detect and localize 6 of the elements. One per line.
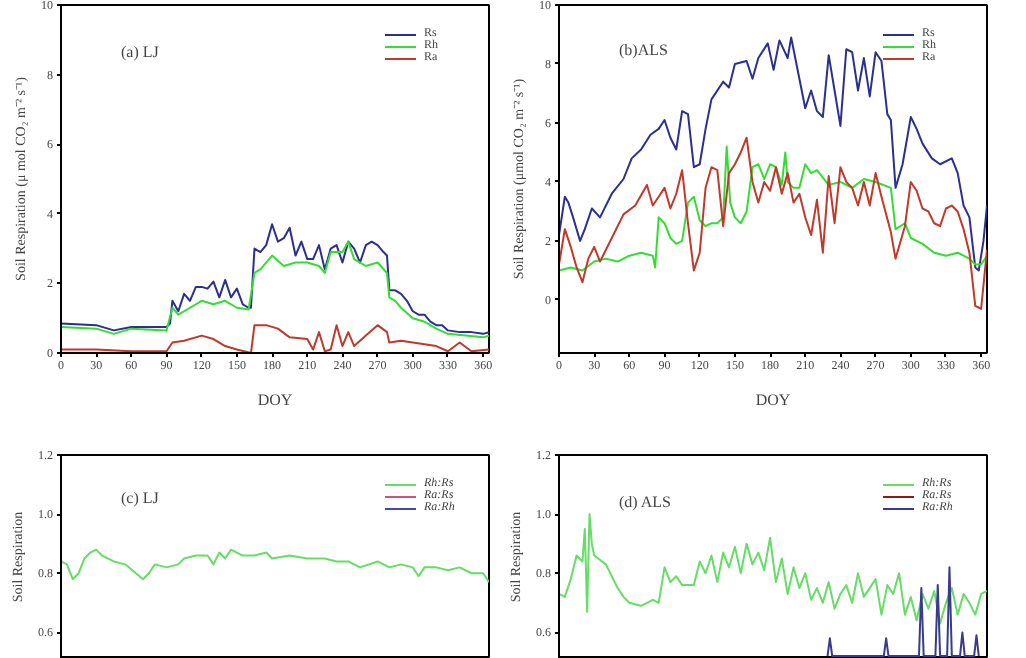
x-axis-title: DOY bbox=[257, 391, 293, 409]
annotation: (c) LJ bbox=[121, 489, 159, 507]
annotation: (a) LJ bbox=[121, 43, 159, 61]
annotation: (d) ALS bbox=[619, 493, 671, 511]
annotation: (b)ALS bbox=[619, 41, 668, 59]
x-axis-title: DOY bbox=[755, 391, 791, 409]
